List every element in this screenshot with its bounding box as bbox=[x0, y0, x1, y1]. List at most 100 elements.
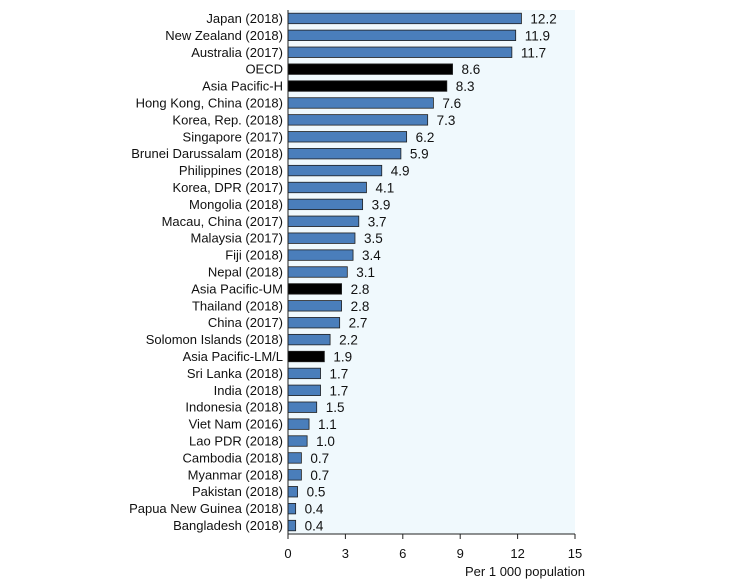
bar bbox=[287, 148, 402, 160]
category-label: Indonesia (2018) bbox=[185, 400, 283, 415]
category-label: Myanmar (2018) bbox=[188, 467, 283, 482]
bar bbox=[287, 131, 408, 143]
category-label: Asia Pacific-LM/L bbox=[183, 349, 283, 364]
category-label: Malaysia (2017) bbox=[191, 231, 284, 246]
value-label: 0.7 bbox=[310, 468, 329, 483]
value-label: 0.4 bbox=[305, 519, 324, 534]
category-label: New Zealand (2018) bbox=[165, 28, 283, 43]
category-label: Viet Nam (2016) bbox=[189, 417, 283, 432]
category-label: Brunei Darussalam (2018) bbox=[131, 146, 283, 161]
bar bbox=[287, 317, 341, 329]
value-label: 8.6 bbox=[462, 62, 481, 77]
bar bbox=[287, 367, 321, 380]
category-label: Papua New Guinea (2018) bbox=[129, 501, 283, 516]
bar bbox=[287, 333, 331, 346]
value-label: 2.8 bbox=[351, 282, 370, 297]
value-label: 11.7 bbox=[521, 45, 546, 60]
bar bbox=[287, 97, 434, 109]
value-label: 0.7 bbox=[310, 451, 329, 466]
category-label: Thailand (2018) bbox=[192, 298, 283, 313]
x-tick-label: 3 bbox=[342, 546, 349, 561]
value-label: 4.9 bbox=[391, 164, 410, 179]
x-tick-label: 12 bbox=[510, 546, 524, 561]
value-label: 3.9 bbox=[372, 197, 391, 212]
category-label: Lao PDR (2018) bbox=[189, 434, 283, 449]
x-tick-label: 0 bbox=[284, 546, 291, 561]
bar bbox=[287, 300, 342, 312]
bar bbox=[287, 469, 302, 481]
value-label: 1.9 bbox=[333, 350, 352, 365]
value-label: 12.2 bbox=[530, 11, 556, 26]
value-label: 3.4 bbox=[362, 248, 381, 263]
bar bbox=[287, 401, 318, 413]
value-label: 2.8 bbox=[351, 299, 370, 314]
category-label: Fiji (2018) bbox=[225, 248, 283, 263]
bar bbox=[287, 503, 297, 515]
bar bbox=[287, 114, 429, 126]
x-axis-ticks: 0 3 6 9 12 15 bbox=[284, 534, 582, 561]
value-label: 1.7 bbox=[330, 366, 349, 381]
category-label: Singapore (2017) bbox=[183, 129, 283, 144]
bar bbox=[287, 384, 321, 396]
value-label: 4.1 bbox=[375, 180, 394, 195]
value-label: 7.6 bbox=[442, 96, 461, 111]
category-label: Pakistan (2018) bbox=[192, 484, 283, 499]
bar bbox=[287, 266, 348, 278]
category-label: Cambodia (2018) bbox=[183, 450, 283, 465]
value-label: 2.2 bbox=[339, 333, 358, 348]
category-labels: Japan (2018) New Zealand (2018) Australia … bbox=[129, 11, 283, 533]
category-label: Solomon Islands (2018) bbox=[146, 332, 283, 347]
category-label: Bangladesh (2018) bbox=[173, 518, 283, 533]
value-label: 0.4 bbox=[305, 502, 324, 517]
bars-group bbox=[287, 12, 522, 532]
x-tick-label: 15 bbox=[568, 546, 582, 561]
bar bbox=[287, 452, 302, 464]
value-labels: 12.2 11.9 11.7 8.6 8.3 7.6 7.36.2 5.94.94.1 3.9 3… bbox=[305, 11, 557, 533]
bar bbox=[287, 418, 310, 430]
value-label: 0.5 bbox=[307, 485, 326, 500]
bar bbox=[287, 249, 354, 261]
category-label: Mongolia (2018) bbox=[189, 197, 283, 212]
value-label: 11.9 bbox=[525, 28, 550, 43]
value-label: 1.1 bbox=[318, 417, 337, 432]
value-label: 8.3 bbox=[456, 79, 475, 94]
category-label: Japan (2018) bbox=[206, 11, 283, 26]
x-tick-label: 6 bbox=[399, 546, 406, 561]
bar bbox=[287, 519, 297, 532]
value-label: 2.7 bbox=[349, 316, 368, 331]
category-label: India (2018) bbox=[214, 383, 283, 398]
bar bbox=[287, 181, 367, 194]
value-label: 1.7 bbox=[330, 383, 349, 398]
bar bbox=[287, 63, 453, 75]
value-label: 1.0 bbox=[316, 434, 335, 449]
bar bbox=[287, 29, 517, 41]
value-label: 3.5 bbox=[364, 231, 383, 246]
category-label: Sri Lanka (2018) bbox=[187, 366, 283, 381]
bar bbox=[287, 46, 513, 58]
category-label: Korea, DPR (2017) bbox=[172, 180, 283, 195]
value-label: 1.5 bbox=[326, 400, 345, 415]
category-label: Philippines (2018) bbox=[179, 163, 283, 178]
category-label: Macau, China (2017) bbox=[162, 214, 283, 229]
category-label: Hong Kong, China (2018) bbox=[136, 95, 283, 110]
category-label: Nepal (2018) bbox=[208, 265, 283, 280]
value-label: 6.2 bbox=[416, 130, 435, 145]
bar bbox=[287, 80, 448, 92]
category-label: Asia Pacific-UM bbox=[191, 281, 283, 296]
x-axis-title: Per 1 000 population bbox=[465, 564, 585, 579]
value-label: 7.3 bbox=[437, 113, 456, 128]
category-label: Korea, Rep. (2018) bbox=[172, 112, 283, 127]
value-label: 3.1 bbox=[356, 265, 375, 280]
category-label: China (2017) bbox=[208, 315, 283, 330]
bar bbox=[287, 283, 342, 295]
bar bbox=[287, 350, 325, 363]
bar bbox=[287, 232, 356, 244]
bar bbox=[287, 164, 383, 177]
category-label: OECD bbox=[245, 62, 283, 77]
bar bbox=[287, 435, 308, 447]
value-label: 3.7 bbox=[368, 214, 387, 229]
value-label: 5.9 bbox=[410, 147, 429, 162]
bar bbox=[287, 215, 360, 227]
bar bbox=[287, 12, 522, 25]
